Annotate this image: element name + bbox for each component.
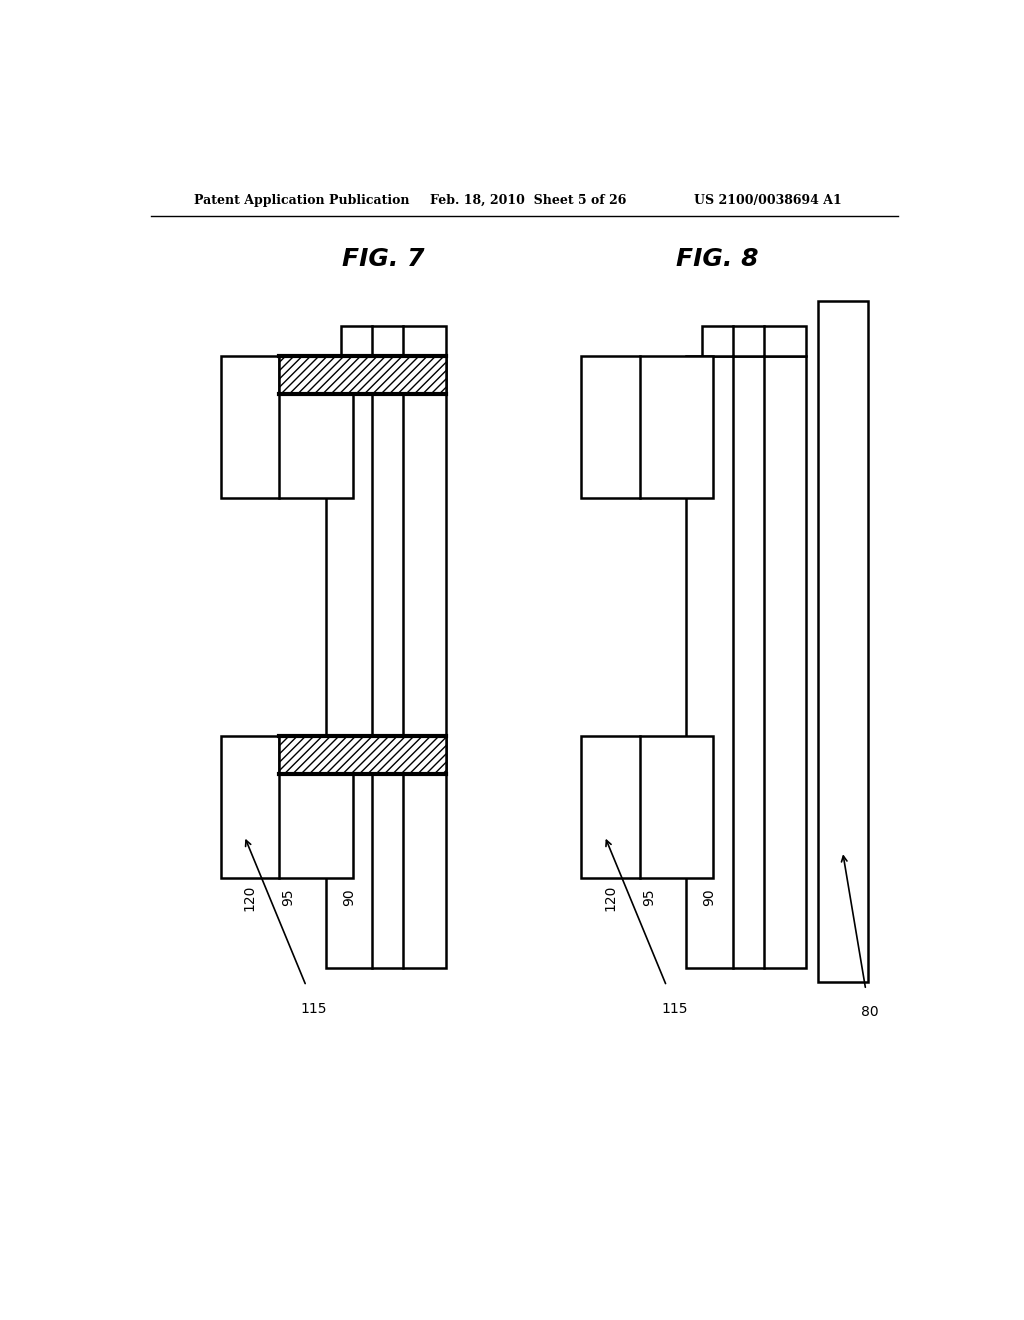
Bar — [686, 355, 806, 968]
Text: 120: 120 — [603, 884, 617, 911]
Bar — [701, 326, 806, 355]
Text: 120: 120 — [243, 884, 257, 911]
Bar — [280, 737, 445, 775]
Text: 90: 90 — [342, 888, 356, 907]
Text: 90: 90 — [702, 888, 716, 907]
Text: FIG. 7: FIG. 7 — [342, 247, 425, 271]
Text: FIG. 8: FIG. 8 — [676, 247, 758, 271]
Text: Feb. 18, 2010  Sheet 5 of 26: Feb. 18, 2010 Sheet 5 of 26 — [430, 194, 627, 207]
Bar — [280, 355, 445, 395]
Text: 115: 115 — [301, 1002, 328, 1015]
Text: 95: 95 — [282, 888, 296, 907]
Bar — [221, 355, 352, 498]
Text: 95: 95 — [642, 888, 655, 907]
Bar — [818, 301, 868, 982]
Bar — [326, 355, 445, 968]
Bar — [341, 326, 445, 355]
Bar — [582, 737, 713, 878]
Text: Patent Application Publication: Patent Application Publication — [194, 194, 410, 207]
Bar — [582, 355, 713, 498]
Text: 115: 115 — [662, 1002, 688, 1015]
Text: US 2100/0038694 A1: US 2100/0038694 A1 — [693, 194, 842, 207]
Text: 80: 80 — [861, 1006, 879, 1019]
Bar — [221, 737, 352, 878]
